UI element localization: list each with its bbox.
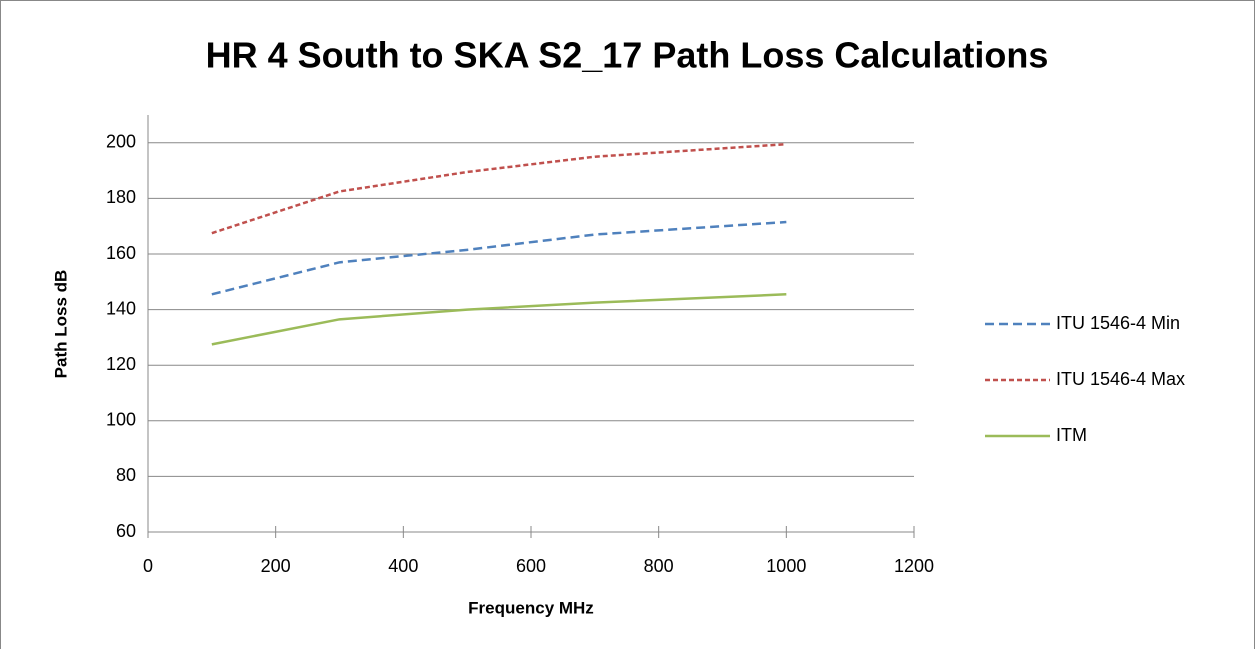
series-line xyxy=(211,220,787,296)
x-tick-label: 1000 xyxy=(766,556,806,576)
legend-label: ITU 1546-4 Min xyxy=(1056,313,1180,333)
y-axis-title: Path Loss dB xyxy=(51,270,70,379)
y-tick-label: 60 xyxy=(116,521,136,541)
x-tick-label: 1200 xyxy=(894,556,934,576)
x-tick-label: 0 xyxy=(143,556,153,576)
x-tick-label: 600 xyxy=(516,556,546,576)
x-axis-title: Frequency MHz xyxy=(468,598,594,617)
series-line xyxy=(211,293,787,346)
y-tick-label: 120 xyxy=(106,354,136,374)
legend-label: ITU 1546-4 Max xyxy=(1056,369,1185,389)
y-tick-label: 180 xyxy=(106,187,136,207)
legend-label: ITM xyxy=(1056,425,1087,445)
y-tick-label: 160 xyxy=(106,243,136,263)
y-tick-label: 100 xyxy=(106,410,136,430)
y-tick-label: 140 xyxy=(106,298,136,318)
x-tick-label: 200 xyxy=(261,556,291,576)
chart-title: HR 4 South to SKA S2_17 Path Loss Calcul… xyxy=(206,35,1049,76)
y-tick-label: 80 xyxy=(116,465,136,485)
series-line xyxy=(211,142,787,235)
x-tick-label: 400 xyxy=(388,556,418,576)
y-tick-label: 200 xyxy=(106,132,136,152)
x-tick-label: 800 xyxy=(644,556,674,576)
